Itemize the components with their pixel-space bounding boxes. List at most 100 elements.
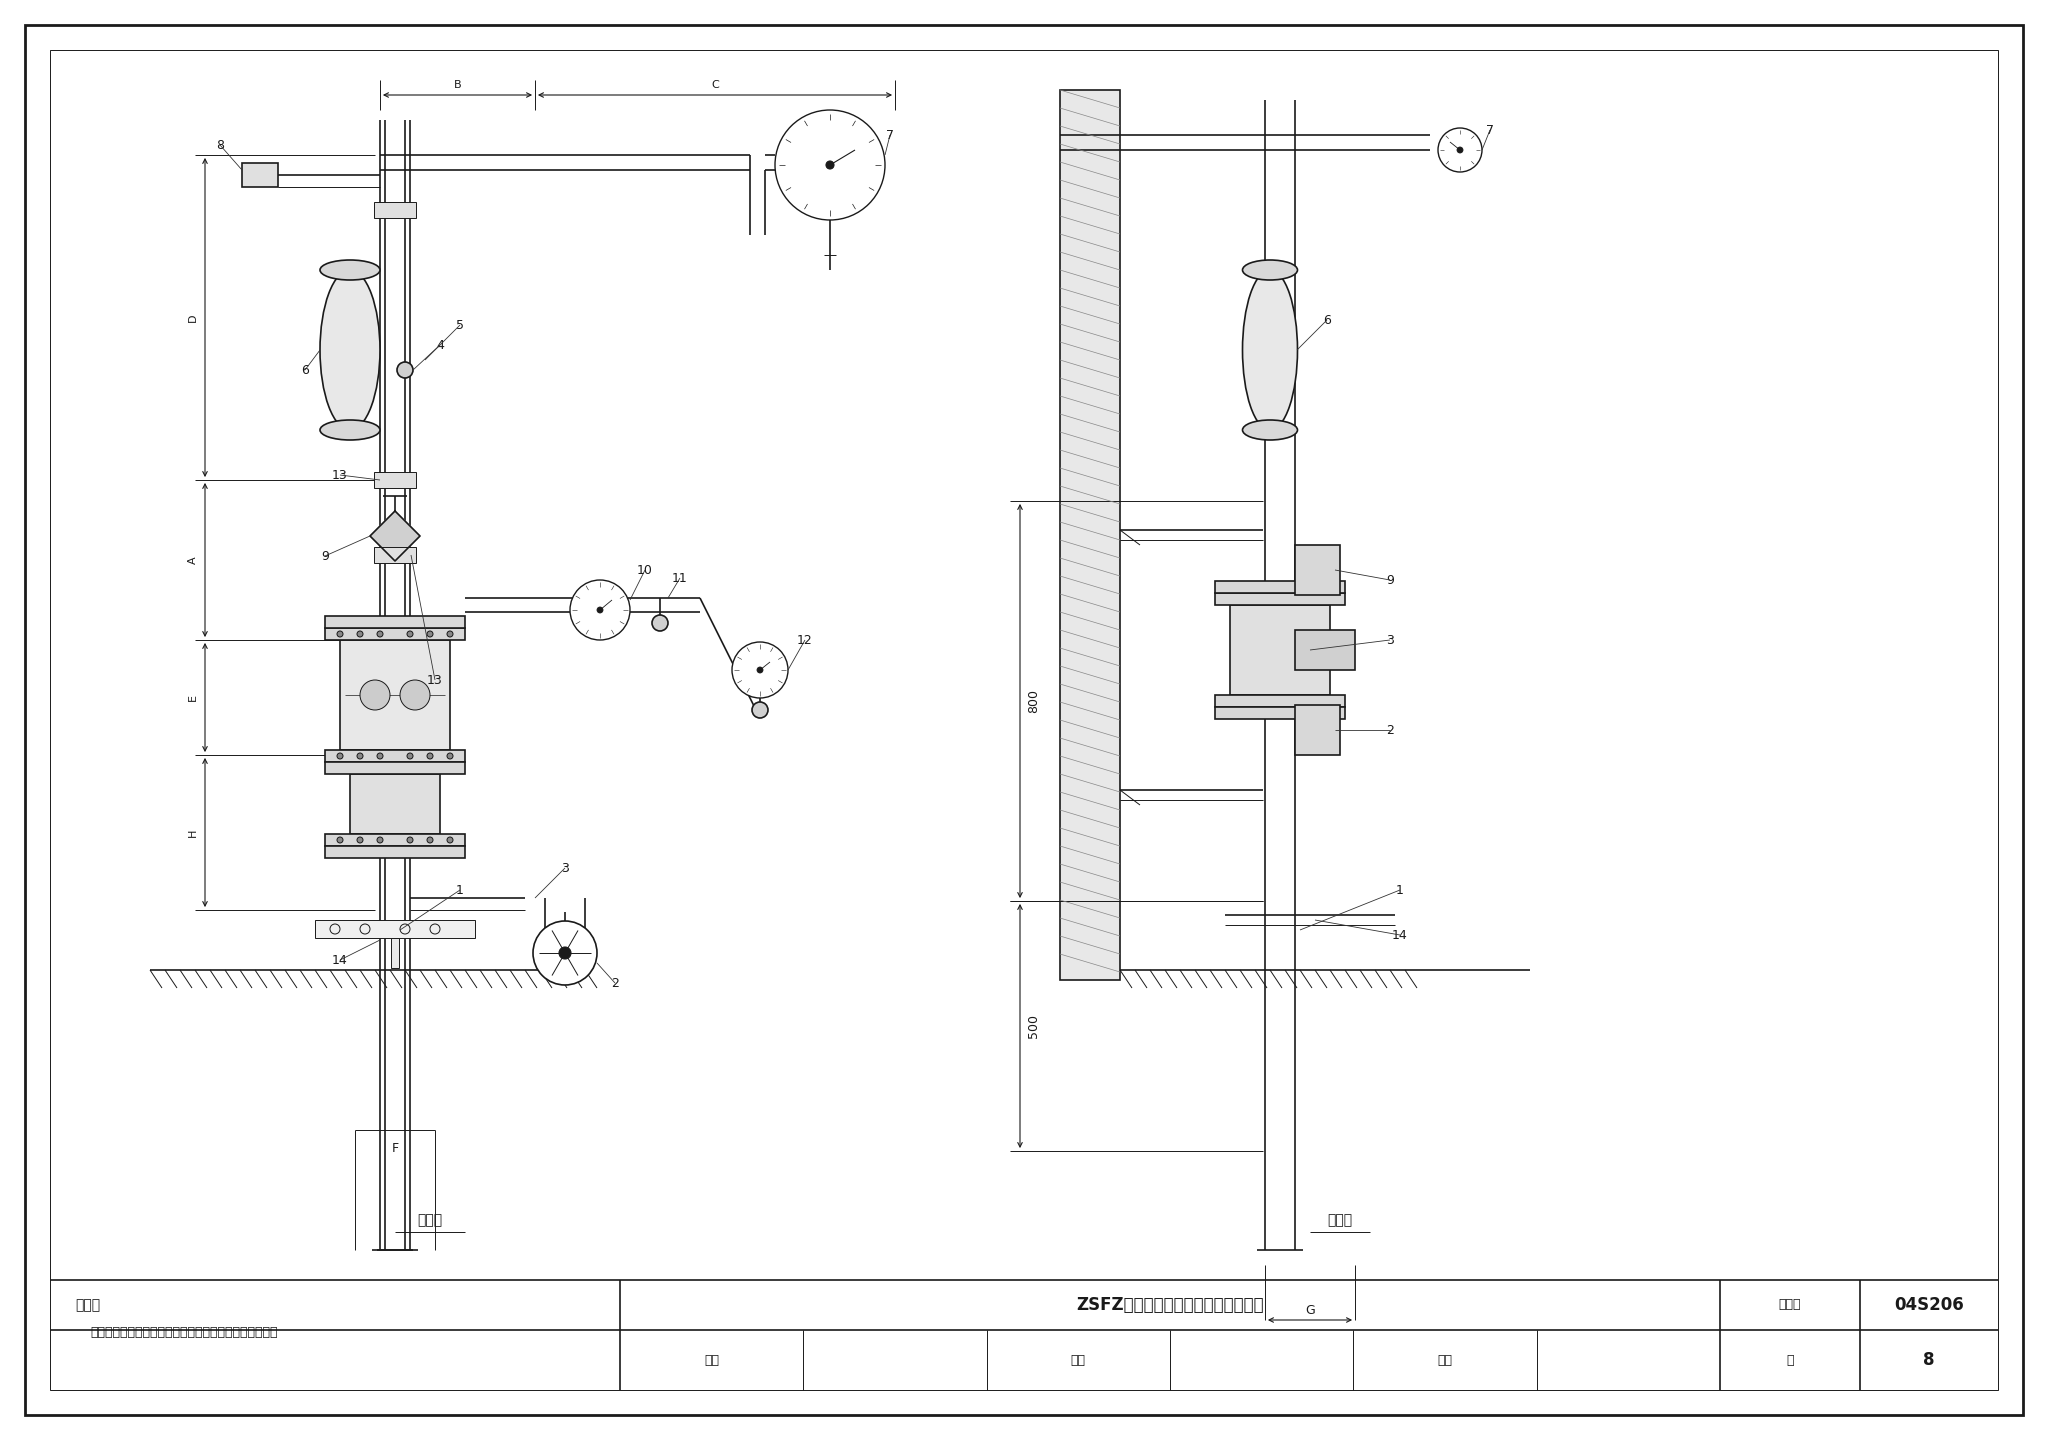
Text: 10: 10 [637, 563, 653, 576]
Bar [242, 163, 279, 187]
Text: 800: 800 [1028, 688, 1040, 713]
Text: E: E [188, 694, 199, 701]
Text: 4: 4 [436, 338, 444, 351]
Circle shape [758, 667, 764, 672]
Bar [340, 639, 451, 750]
Text: 7: 7 [887, 128, 895, 141]
Circle shape [598, 608, 602, 613]
Circle shape [752, 701, 768, 719]
Text: 3: 3 [561, 861, 569, 874]
Circle shape [426, 631, 432, 636]
Ellipse shape [1243, 271, 1298, 431]
Text: 8: 8 [215, 138, 223, 151]
Bar [1214, 696, 1346, 707]
Text: D: D [188, 314, 199, 321]
Text: G: G [1305, 1303, 1315, 1316]
Circle shape [408, 631, 414, 636]
Circle shape [338, 837, 342, 842]
Text: H: H [188, 828, 199, 837]
Text: 校对: 校对 [1071, 1354, 1085, 1367]
Circle shape [651, 615, 668, 631]
Text: 1: 1 [1397, 884, 1405, 897]
Circle shape [774, 109, 885, 220]
Text: 14: 14 [1393, 929, 1407, 942]
Ellipse shape [319, 261, 381, 279]
Bar [326, 616, 465, 628]
Circle shape [731, 642, 788, 698]
Bar [326, 834, 465, 847]
Circle shape [356, 753, 362, 759]
Circle shape [356, 837, 362, 842]
Circle shape [338, 753, 342, 759]
Text: ZSFZ系列湿式报警阀组安装图（一）: ZSFZ系列湿式报警阀组安装图（一） [1075, 1296, 1264, 1313]
Text: 图集号: 图集号 [1780, 1299, 1802, 1312]
Text: 11: 11 [672, 572, 688, 585]
Circle shape [399, 680, 430, 710]
Text: 审核: 审核 [705, 1354, 719, 1367]
Circle shape [356, 631, 362, 636]
Bar [326, 762, 465, 775]
Text: 500: 500 [1028, 1014, 1040, 1038]
Text: 04S206: 04S206 [1894, 1296, 1964, 1313]
Circle shape [446, 631, 453, 636]
Bar [315, 920, 475, 937]
Bar [391, 937, 399, 968]
Text: 正視图: 正視图 [418, 1212, 442, 1227]
Bar [1231, 605, 1329, 696]
Text: B: B [455, 81, 461, 91]
Bar [326, 750, 465, 762]
Text: 5: 5 [457, 318, 465, 331]
Text: 12: 12 [797, 634, 813, 647]
Text: 6: 6 [301, 363, 309, 376]
Text: 13: 13 [428, 674, 442, 687]
Text: 2: 2 [1386, 723, 1395, 736]
Circle shape [426, 753, 432, 759]
Circle shape [408, 837, 414, 842]
Circle shape [338, 631, 342, 636]
Bar [375, 472, 416, 488]
Text: 3: 3 [1386, 634, 1395, 647]
Text: C: C [711, 81, 719, 91]
Bar [350, 775, 440, 834]
Circle shape [426, 837, 432, 842]
Bar [1214, 593, 1346, 605]
Bar [326, 847, 465, 858]
Circle shape [377, 753, 383, 759]
Text: 侧虐图: 侧虐图 [1327, 1212, 1352, 1227]
Bar [326, 628, 465, 639]
Text: 页: 页 [1786, 1354, 1794, 1367]
Circle shape [360, 680, 389, 710]
Ellipse shape [319, 271, 381, 431]
Bar [1214, 707, 1346, 719]
Text: 9: 9 [1386, 573, 1395, 586]
Text: 14: 14 [332, 953, 348, 966]
Text: 2: 2 [610, 976, 618, 989]
Circle shape [1438, 128, 1483, 171]
Bar [1061, 91, 1120, 981]
Text: 8: 8 [1923, 1351, 1935, 1369]
Circle shape [825, 161, 834, 168]
Circle shape [532, 922, 598, 985]
Bar [1294, 631, 1356, 670]
Text: A: A [188, 556, 199, 564]
Text: F: F [391, 1142, 399, 1155]
Circle shape [559, 948, 571, 959]
Text: 9: 9 [322, 550, 330, 563]
Text: 6: 6 [1323, 314, 1331, 327]
Bar [1294, 544, 1339, 595]
Bar [375, 202, 416, 217]
Circle shape [446, 837, 453, 842]
Bar [375, 547, 416, 563]
Bar [1294, 706, 1339, 755]
Circle shape [446, 753, 453, 759]
Polygon shape [371, 511, 420, 562]
Ellipse shape [1243, 420, 1298, 441]
Text: 本图根据北京永吉安消防设备有限公司提供的资料绘制。: 本图根据北京永吉安消防设备有限公司提供的资料绘制。 [90, 1325, 276, 1339]
Circle shape [408, 753, 414, 759]
Ellipse shape [1243, 261, 1298, 279]
Text: 设计: 设计 [1438, 1354, 1452, 1367]
Bar [1214, 580, 1346, 593]
Text: 7: 7 [1487, 124, 1493, 137]
Circle shape [377, 631, 383, 636]
Circle shape [569, 580, 631, 639]
